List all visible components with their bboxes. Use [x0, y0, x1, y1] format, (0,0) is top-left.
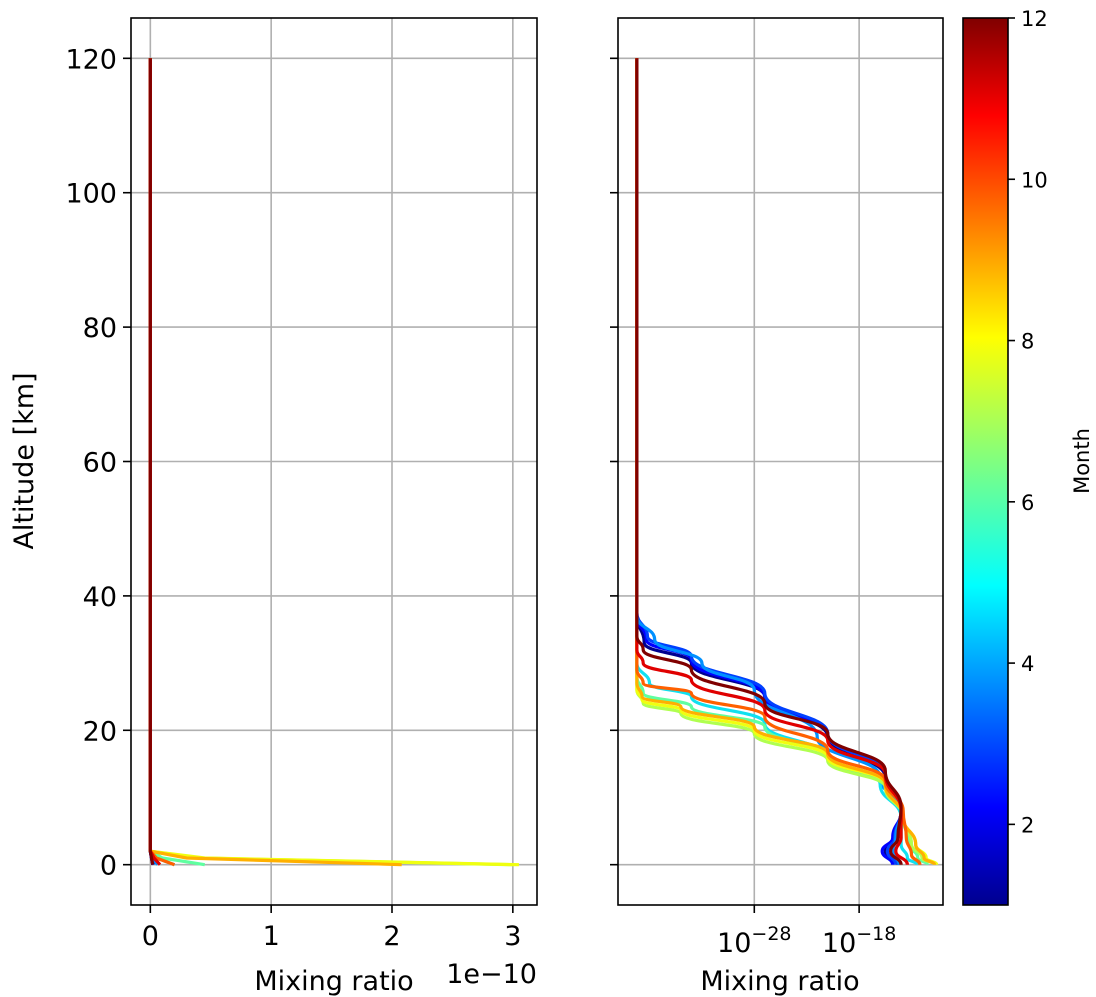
- left-offset-text: 1e−10: [446, 959, 537, 990]
- colorbar-gradient: [963, 18, 1008, 905]
- right-series-line-month-12: [635, 58, 903, 866]
- left-x-axis-label: Mixing ratio: [254, 966, 413, 997]
- left-y-tick-label: 20: [83, 716, 117, 747]
- left-y-tick-label: 120: [65, 44, 117, 75]
- left-x-tick-label: 3: [504, 921, 521, 952]
- left-y-tick-label: 80: [83, 313, 117, 344]
- colorbar-label: Month: [1070, 428, 1094, 494]
- right-series-group: [635, 58, 939, 866]
- colorbar-tick-label: 10: [1021, 168, 1048, 192]
- left-y-tick-label: 60: [83, 448, 117, 479]
- left-series-group: [148, 58, 519, 867]
- left-grid: [131, 18, 537, 905]
- left-x-tick-label: 1: [263, 921, 280, 952]
- left-x-tick-label: 2: [383, 921, 400, 952]
- right-panel: 10−28 10−18 Mixing ratio: [610, 17, 944, 997]
- left-y-tick-label: 0: [100, 851, 117, 882]
- left-y-tick-label: 40: [83, 582, 117, 613]
- y-axis-label: Altitude [km]: [9, 372, 40, 549]
- left-panel: 0 1 2 3 0 20 40 60 80 100 120 Mixing ratio 1e−10 A…: [9, 17, 538, 997]
- left-ticks: 0 1 2 3 0 20 40 60 80 100 120: [65, 44, 521, 952]
- colorbar-tick-label: 8: [1021, 330, 1034, 354]
- right-x-tick-label: 10−28: [717, 923, 791, 959]
- colorbar-tick-label: 4: [1021, 652, 1034, 676]
- colorbar-tick-label: 6: [1021, 491, 1034, 515]
- colorbar-ticks: 2 4 6 8 10 12: [1008, 7, 1048, 837]
- left-x-tick-label: 0: [142, 921, 159, 952]
- right-x-tick-label: 10−18: [822, 923, 896, 959]
- left-series-line-month-12: [148, 58, 155, 866]
- right-grid: [618, 18, 943, 905]
- right-x-axis-label: Mixing ratio: [700, 966, 859, 997]
- left-y-tick-label: 100: [65, 179, 117, 210]
- right-ticks: 10−28 10−18: [610, 57, 896, 959]
- colorbar: 2 4 6 8 10 12 Month: [962, 7, 1094, 906]
- colorbar-tick-label: 2: [1021, 813, 1034, 837]
- colorbar-tick-label: 12: [1021, 7, 1048, 31]
- colorbar-frame: [962, 17, 1009, 906]
